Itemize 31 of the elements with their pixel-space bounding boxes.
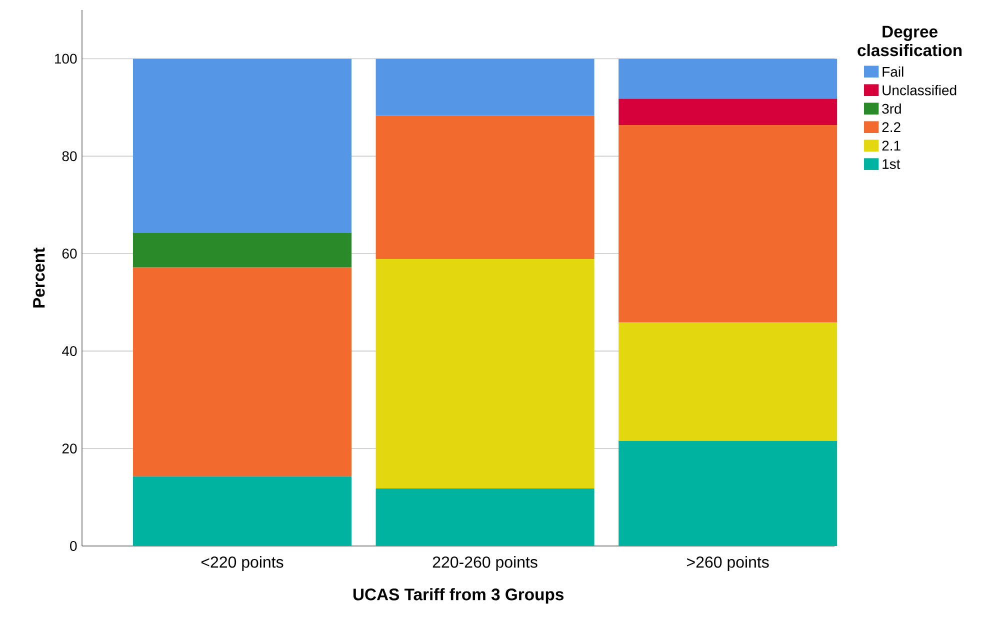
bar [132, 58, 352, 233]
bar [618, 322, 838, 441]
x-tick-label: >260 points [687, 556, 769, 571]
legend-label: 2.1 [882, 140, 900, 150]
x-axis-title: UCAS Tariff from 3 Groups [353, 588, 564, 604]
legend-label: Unclassified [882, 84, 956, 96]
x-tick-label: 220-260 points [432, 556, 538, 571]
legend-label: 2.2 [882, 122, 900, 132]
y-tick-label: 40 [62, 346, 77, 356]
bar [376, 258, 594, 488]
bar [376, 58, 594, 116]
legend-label: 1st [882, 159, 900, 169]
y-tick-label: 100 [55, 54, 77, 64]
legend-title: Degree classification [858, 26, 962, 56]
y-tick-label: 80 [62, 151, 77, 162]
y-tick-label: 60 [62, 248, 77, 259]
bar [618, 58, 838, 99]
legend-label: Fail [882, 66, 904, 77]
legend-label: 3rd [882, 103, 901, 114]
bar [618, 124, 838, 322]
y-tick-label: 20 [62, 444, 77, 454]
y-axis-title: Percent [33, 248, 45, 308]
bar [132, 232, 352, 268]
bar [132, 476, 352, 546]
y-tick-label: 0 [70, 541, 77, 551]
bar [376, 488, 594, 546]
bar [132, 267, 352, 476]
x-tick-label: <220 points [201, 556, 284, 571]
bar [618, 98, 838, 125]
bar [618, 440, 838, 546]
bar [376, 116, 594, 259]
